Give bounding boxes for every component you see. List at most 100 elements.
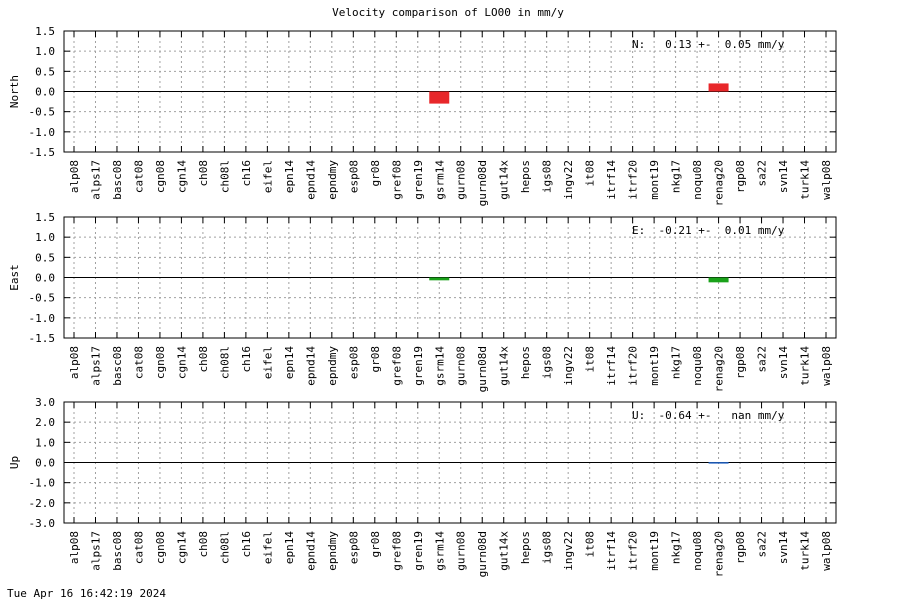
panel-north-xtick-label: alps17 (89, 160, 102, 200)
panel-up-xtick-label: esp08 (347, 531, 360, 564)
panel-north-ytick-label: 0.5 (35, 65, 55, 78)
panel-north-xtick-label: epndmy (326, 160, 339, 200)
panel-up-xtick-label: gren19 (412, 531, 425, 571)
panel-north-bar-renag20 (708, 83, 729, 92)
panel-east-xtick-label: noqu08 (691, 346, 704, 386)
panel-north-xtick-label: gref08 (390, 160, 403, 200)
panel-up-xtick-label: alp08 (68, 531, 81, 564)
panel-east-xtick-label: gr08 (369, 346, 382, 373)
panel-east-xtick-label: gurn08d (476, 346, 489, 392)
panel-up-ytick-label: -2.0 (29, 497, 56, 510)
panel-up-xtick-label: it08 (584, 531, 597, 558)
panel-east-xtick-label: cgn14 (175, 346, 188, 379)
panel-north-xtick-label: ingv22 (562, 160, 575, 200)
panel-up-xtick-label: walp08 (820, 531, 833, 571)
panel-north-xtick-label: gren19 (412, 160, 425, 200)
panel-east-xtick-label: mont19 (648, 346, 661, 386)
panel-north-ytick-label: -1.0 (29, 126, 56, 139)
panel-north-xtick-label: epn14 (283, 160, 296, 193)
panel-north-ylabel: North (8, 75, 21, 108)
panel-east-xtick-label: igs08 (541, 346, 554, 379)
panel-north-xtick-label: gurn08d (476, 160, 489, 206)
panel-east-bar-gsrm14 (429, 277, 450, 281)
panel-east-xtick-label: basc08 (111, 346, 124, 386)
panel-east-xtick-label: itrf20 (627, 346, 640, 386)
panel-north-xtick-label: it08 (584, 160, 597, 187)
chart-title: Velocity comparison of LO00 in mm/y (332, 6, 564, 19)
panel-east-ytick-label: -1.5 (29, 332, 56, 345)
panel-north-ytick-label: 1.0 (35, 45, 55, 58)
panel-up-xtick-label: svn14 (777, 531, 790, 564)
panel-east-xtick-label: gurn08 (455, 346, 468, 386)
panel-north-xtick-label: esp08 (347, 160, 360, 193)
panel-up-xtick-label: gsrm14 (433, 531, 446, 571)
panel-north-xtick-label: itrf14 (605, 160, 618, 200)
panel-up-xtick-label: cgn14 (175, 531, 188, 564)
panel-east-ylabel: East (8, 264, 21, 291)
panel-east-xtick-label: epnd14 (304, 346, 317, 386)
footer-timestamp: Tue Apr 16 16:42:19 2024 (7, 587, 166, 600)
panel-east-xtick-label: eifel (261, 346, 274, 379)
panel-up-xtick-label: mont19 (648, 531, 661, 571)
panel-up-bar-renag20 (708, 462, 729, 464)
panel-up-xtick-label: itrf20 (627, 531, 640, 571)
panel-north-xtick-label: gurn08 (455, 160, 468, 200)
panel-north-xtick-label: cgn14 (175, 160, 188, 193)
panel-east-xtick-label: cgn08 (154, 346, 167, 379)
panel-east-xtick-label: ch08l (218, 346, 231, 379)
panel-north-xtick-label: ch08l (218, 160, 231, 193)
panel-up-xtick-label: ch16 (240, 531, 253, 558)
panel-north-ytick-label: -1.5 (29, 146, 56, 159)
panel-north-xtick-label: sa22 (756, 160, 769, 187)
panel-up-xtick-label: basc08 (111, 531, 124, 571)
panel-north-xtick-label: ch16 (240, 160, 253, 187)
panel-up-ytick-label: 1.0 (35, 436, 55, 449)
panel-east-xtick-label: ingv22 (562, 346, 575, 386)
panel-east-xtick-label: it08 (584, 346, 597, 373)
panel-east-xtick-label: esp08 (347, 346, 360, 379)
panel-east-ytick-label: 1.5 (35, 211, 55, 224)
panel-north-xtick-label: svn14 (777, 160, 790, 193)
panel-east-xtick-label: epn14 (283, 346, 296, 379)
panel-up-xtick-label: alps17 (89, 531, 102, 571)
panel-north-xtick-label: noqu08 (691, 160, 704, 200)
panel-north-xtick-label: renag20 (713, 160, 726, 206)
panel-east-xtick-label: rgp08 (734, 346, 747, 379)
panel-up-ytick-label: 3.0 (35, 396, 55, 409)
panel-up-xtick-label: gurn08 (455, 531, 468, 571)
panel-north-xtick-label: rgp08 (734, 160, 747, 193)
panel-up-xtick-label: ingv22 (562, 531, 575, 571)
panel-up-xtick-label: rgp08 (734, 531, 747, 564)
panel-north-xtick-label: eifel (261, 160, 274, 193)
panel-east-xtick-label: gsrm14 (433, 346, 446, 386)
panel-east-ytick-label: -0.5 (29, 292, 56, 305)
panel-up-xtick-label: ch08l (218, 531, 231, 564)
panel-up-xtick-label: turk14 (799, 531, 812, 571)
panel-up-xtick-label: nkg17 (670, 531, 683, 564)
panel-east-xtick-label: alp08 (68, 346, 81, 379)
panel-east-annotation: E: -0.21 +- 0.01 mm/y (632, 224, 785, 237)
panel-east-xtick-label: gut14x (498, 346, 511, 386)
panel-up-ytick-label: -1.0 (29, 477, 56, 490)
panel-up-xtick-label: cgn08 (154, 531, 167, 564)
panel-east-xtick-label: nkg17 (670, 346, 683, 379)
panel-north-xtick-label: hepos (519, 160, 532, 193)
panel-north-xtick-label: ch08 (197, 160, 210, 187)
panel-up-xtick-label: gr08 (369, 531, 382, 558)
panel-east-xtick-label: hepos (519, 346, 532, 379)
panel-east-xtick-label: walp08 (820, 346, 833, 386)
panel-east-bar-renag20 (708, 277, 729, 283)
panel-up-ytick-label: 2.0 (35, 416, 55, 429)
panel-east-ytick-label: -1.0 (29, 312, 56, 325)
panel-east-xtick-label: cat08 (132, 346, 145, 379)
panel-north-xtick-label: epnd14 (304, 160, 317, 200)
panel-east-xtick-label: alps17 (89, 346, 102, 386)
panel-east-xtick-label: sa22 (756, 346, 769, 373)
panel-east-xtick-label: svn14 (777, 346, 790, 379)
panel-up-xtick-label: epndmy (326, 531, 339, 571)
panel-north-xtick-label: igs08 (541, 160, 554, 193)
panel-up-xtick-label: eifel (261, 531, 274, 564)
panel-up-annotation: U: -0.64 +- nan mm/y (632, 409, 785, 422)
panel-north-xtick-label: nkg17 (670, 160, 683, 193)
